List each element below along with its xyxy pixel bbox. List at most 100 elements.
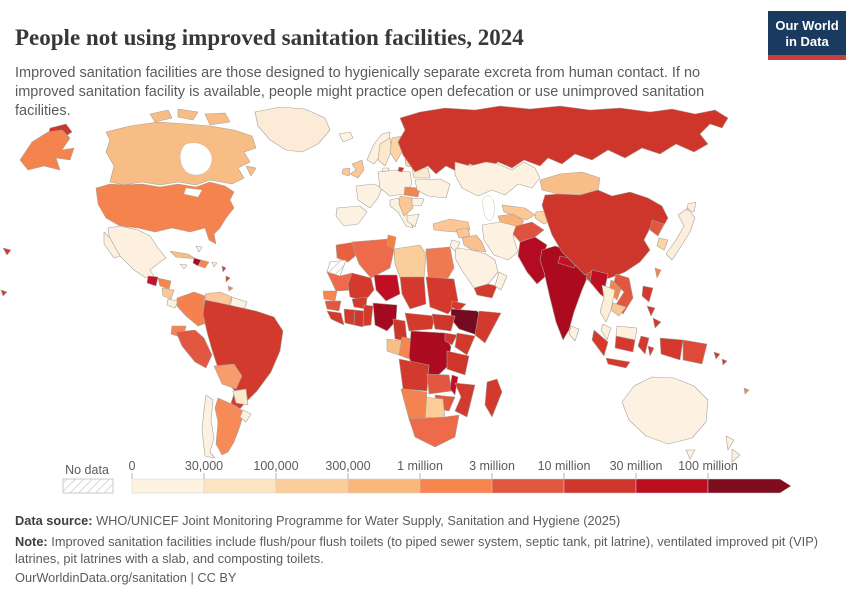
region-oman[interactable]: [494, 271, 508, 291]
region-mozambique[interactable]: [454, 382, 476, 418]
legend-bin-1[interactable]: [203, 478, 277, 494]
region-bahamas[interactable]: [195, 245, 203, 253]
region-egypt[interactable]: [425, 246, 455, 279]
legend-bin-8-arrow[interactable]: [707, 478, 792, 494]
region-ukraine[interactable]: [414, 178, 451, 199]
region-russia[interactable]: [397, 105, 729, 175]
region-pacific-islands[interactable]: [0, 247, 12, 297]
region-south-africa[interactable]: [408, 414, 460, 448]
region-france[interactable]: [355, 183, 383, 209]
region-guatemala[interactable]: [146, 275, 159, 287]
region-libya[interactable]: [393, 244, 427, 279]
region-lesser-antilles[interactable]: [221, 265, 231, 283]
region-haiti[interactable]: [192, 257, 202, 267]
region-costa-rica[interactable]: [166, 298, 179, 309]
region-senegal[interactable]: [322, 290, 338, 302]
region-sri-lanka[interactable]: [568, 325, 580, 342]
license-link[interactable]: OurWorldinData.org/sanitation | CC BY: [15, 570, 237, 585]
region-greenland[interactable]: [254, 106, 331, 153]
region-central-african-republic[interactable]: [404, 312, 436, 332]
region-norway[interactable]: [366, 131, 391, 165]
legend-bin-5[interactable]: [491, 478, 565, 494]
region-iraq[interactable]: [461, 234, 487, 253]
region-sudan[interactable]: [425, 276, 459, 315]
region-nicaragua[interactable]: [161, 287, 175, 300]
region-china[interactable]: [541, 189, 669, 281]
region-south-sudan[interactable]: [431, 313, 456, 332]
region-angola[interactable]: [398, 358, 430, 392]
region-dominican-republic[interactable]: [198, 259, 210, 269]
legend-bin-3[interactable]: [347, 478, 421, 494]
region-trinidad[interactable]: [227, 285, 234, 292]
region-uzbekistan[interactable]: [501, 204, 536, 221]
region-paraguay[interactable]: [232, 388, 249, 406]
region-kenya[interactable]: [454, 332, 476, 356]
region-united-kingdom[interactable]: [349, 159, 365, 179]
region-iberia[interactable]: [335, 205, 368, 227]
region-namibia[interactable]: [400, 388, 428, 422]
region-iran[interactable]: [481, 221, 519, 261]
region-solomon-islands[interactable]: [713, 351, 728, 366]
region-balkans[interactable]: [398, 195, 414, 217]
region-taiwan[interactable]: [654, 267, 662, 279]
region-japan[interactable]: [665, 201, 697, 261]
region-fiji[interactable]: [743, 387, 750, 395]
region-north-korea[interactable]: [649, 219, 665, 237]
region-bolivia[interactable]: [213, 363, 243, 390]
region-uruguay[interactable]: [239, 409, 252, 423]
region-mongolia[interactable]: [539, 171, 601, 196]
region-bulgaria[interactable]: [411, 197, 425, 207]
region-mexico[interactable]: [107, 225, 167, 279]
region-sweden[interactable]: [377, 137, 393, 167]
region-australia-tasmania[interactable]: [685, 449, 696, 460]
region-iceland[interactable]: [338, 131, 354, 143]
legend-bin-2[interactable]: [275, 478, 349, 494]
region-saudi-arabia[interactable]: [454, 247, 499, 289]
region-cuba[interactable]: [169, 250, 197, 260]
region-cambodia[interactable]: [610, 302, 627, 317]
region-philippines[interactable]: [641, 285, 662, 329]
region-guinea[interactable]: [324, 300, 342, 312]
region-usa[interactable]: [95, 181, 235, 245]
region-zambia[interactable]: [426, 373, 453, 395]
region-australia[interactable]: [621, 376, 709, 445]
region-new-zealand[interactable]: [725, 435, 741, 463]
region-honduras[interactable]: [157, 277, 172, 290]
owid-logo[interactable]: Our World in Data: [768, 11, 846, 61]
legend-bin-4[interactable]: [419, 478, 493, 494]
region-peru[interactable]: [175, 329, 213, 369]
region-greece[interactable]: [406, 213, 420, 228]
region-romania[interactable]: [403, 186, 421, 198]
region-argentina[interactable]: [214, 397, 245, 456]
region-russia-kaliningrad[interactable]: [397, 166, 405, 173]
region-togo-benin[interactable]: [362, 304, 374, 327]
region-niger[interactable]: [373, 274, 401, 302]
legend-bin-0[interactable]: [131, 478, 205, 494]
region-kazakhstan[interactable]: [454, 161, 541, 197]
region-papua-new-guinea[interactable]: [682, 339, 708, 365]
region-puerto-rico[interactable]: [211, 261, 218, 268]
region-chad[interactable]: [399, 276, 427, 310]
region-malawi[interactable]: [449, 374, 459, 396]
region-cote-divoire[interactable]: [343, 308, 356, 326]
region-yemen[interactable]: [473, 283, 498, 299]
region-tanzania[interactable]: [446, 350, 470, 376]
region-nigeria[interactable]: [372, 302, 398, 332]
region-thailand[interactable]: [599, 284, 616, 323]
region-south-korea[interactable]: [656, 237, 669, 251]
legend-no-data-swatch[interactable]: [62, 478, 114, 494]
region-mexico-baja[interactable]: [103, 231, 121, 259]
region-ghana[interactable]: [353, 309, 365, 328]
region-canada-newfoundland[interactable]: [245, 165, 257, 177]
region-chile[interactable]: [201, 394, 216, 459]
region-alaska[interactable]: [19, 129, 75, 171]
region-congo[interactable]: [398, 336, 413, 360]
legend-bin-6[interactable]: [563, 478, 637, 494]
region-somalia[interactable]: [474, 310, 502, 344]
region-madagascar[interactable]: [484, 378, 503, 418]
region-sierra-leone-liberia[interactable]: [326, 310, 345, 326]
legend-bin-7[interactable]: [635, 478, 709, 494]
region-jamaica[interactable]: [179, 263, 188, 270]
region-ireland[interactable]: [341, 167, 351, 177]
region-uganda[interactable]: [444, 332, 458, 346]
